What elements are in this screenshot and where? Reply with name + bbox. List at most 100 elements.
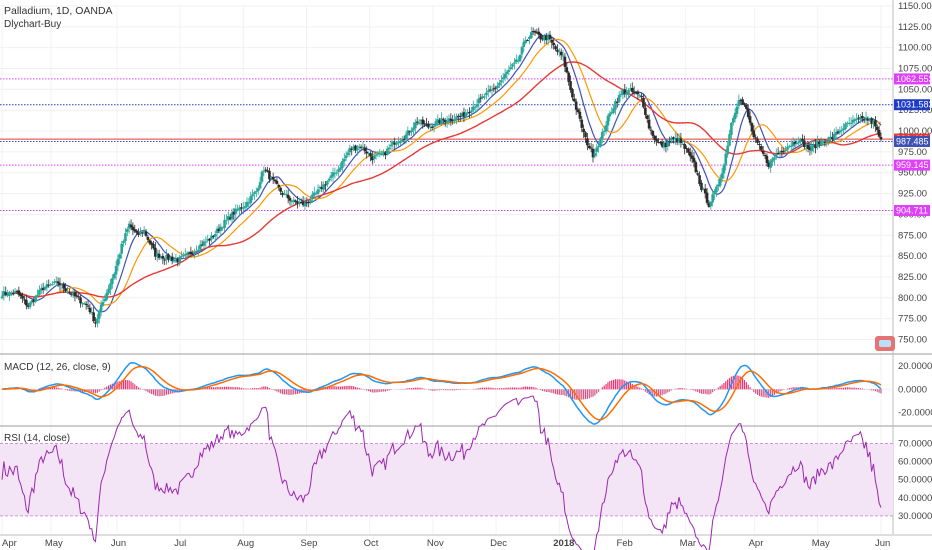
candle-body <box>731 118 735 123</box>
candle-body <box>810 145 814 152</box>
candle-body <box>528 36 531 40</box>
candle-body <box>408 131 412 133</box>
candle-body <box>872 120 875 125</box>
candle-body <box>111 278 114 285</box>
candle-body <box>21 295 24 299</box>
candle-body <box>857 117 860 119</box>
candle-body <box>103 299 107 302</box>
candle-body <box>718 178 722 186</box>
candle-body <box>324 184 327 186</box>
rsi-tick-label: 30.0000 <box>898 511 932 522</box>
candle-body <box>277 184 281 188</box>
candle-body <box>139 231 142 234</box>
candle-body <box>266 170 269 172</box>
candle-body <box>844 123 847 130</box>
candle-body <box>761 150 765 154</box>
candle-body <box>389 144 393 147</box>
candle-body <box>477 98 481 104</box>
candle-body <box>400 139 404 141</box>
candle-body <box>307 202 311 204</box>
candle-body <box>434 121 438 126</box>
candle-body <box>369 153 372 157</box>
candle-body <box>296 201 299 204</box>
candle-body <box>58 283 62 286</box>
candle-body <box>460 113 464 117</box>
candle-body <box>516 60 520 62</box>
candle-body <box>479 97 483 99</box>
candle-body <box>225 219 228 221</box>
candle-body <box>531 30 535 32</box>
candle-body <box>228 217 232 220</box>
candle-body <box>79 297 82 304</box>
candle-body <box>385 148 389 155</box>
candle-body <box>90 312 94 314</box>
candle-body <box>53 281 56 284</box>
candle-body <box>602 130 606 132</box>
candle-body <box>268 170 271 180</box>
candle-body <box>146 236 150 240</box>
candle-body <box>241 207 245 209</box>
candle-body <box>414 122 417 129</box>
candle-body <box>449 118 453 121</box>
candle-body <box>101 301 105 306</box>
candle-body <box>288 197 292 201</box>
candle-body <box>739 99 743 101</box>
candle-body <box>47 284 51 286</box>
candle-body <box>666 141 670 147</box>
candle-body <box>43 287 47 290</box>
candle-body <box>260 171 264 182</box>
candle-body <box>877 130 881 137</box>
candle-body <box>32 299 36 302</box>
candle-body <box>711 194 714 203</box>
candle-body <box>183 254 187 256</box>
candle-body <box>582 128 585 133</box>
candle-body <box>327 178 331 181</box>
candle-body <box>621 90 625 96</box>
tradingview-logo-icon <box>875 336 895 351</box>
candle-body <box>816 140 819 147</box>
candle-body <box>819 140 823 146</box>
candle-body <box>494 87 498 89</box>
candle-body <box>253 192 256 195</box>
price-tick-label: 1150.00 <box>898 1 932 12</box>
candle-body <box>513 62 516 64</box>
candle-body <box>748 116 752 123</box>
candle-body <box>350 148 354 150</box>
candle-body <box>6 295 9 297</box>
candle-body <box>838 130 842 133</box>
price-tick-label: 800.00 <box>898 293 927 304</box>
candle-body <box>593 152 597 157</box>
candle-body <box>281 192 284 196</box>
candle-body <box>371 156 374 161</box>
candle-body <box>397 142 400 144</box>
candle-body <box>821 140 825 142</box>
candle-body <box>572 98 576 102</box>
candle-body <box>28 302 32 308</box>
candle-body <box>795 143 799 145</box>
candle-body <box>251 194 254 197</box>
candle-body <box>490 89 494 91</box>
candle-body <box>806 144 810 149</box>
candle-body <box>763 154 767 156</box>
candle-body <box>786 146 789 150</box>
candle-body <box>38 289 41 295</box>
candle-body <box>627 89 630 94</box>
candle-body <box>213 234 217 237</box>
candle-body <box>66 291 69 293</box>
candle-body <box>814 144 817 149</box>
candle-body <box>462 112 466 117</box>
candle-body <box>625 92 628 95</box>
candle-body <box>51 284 54 286</box>
candle-body <box>636 91 640 95</box>
candle-body <box>137 232 140 235</box>
candle-body <box>655 138 658 142</box>
candle-body <box>470 110 473 113</box>
candle-body <box>804 144 808 147</box>
candle-body <box>286 194 290 199</box>
candle-body <box>202 241 206 246</box>
candle-body <box>780 150 784 153</box>
candle-body <box>314 192 318 194</box>
candle-body <box>419 120 423 122</box>
candle-body <box>8 291 11 296</box>
